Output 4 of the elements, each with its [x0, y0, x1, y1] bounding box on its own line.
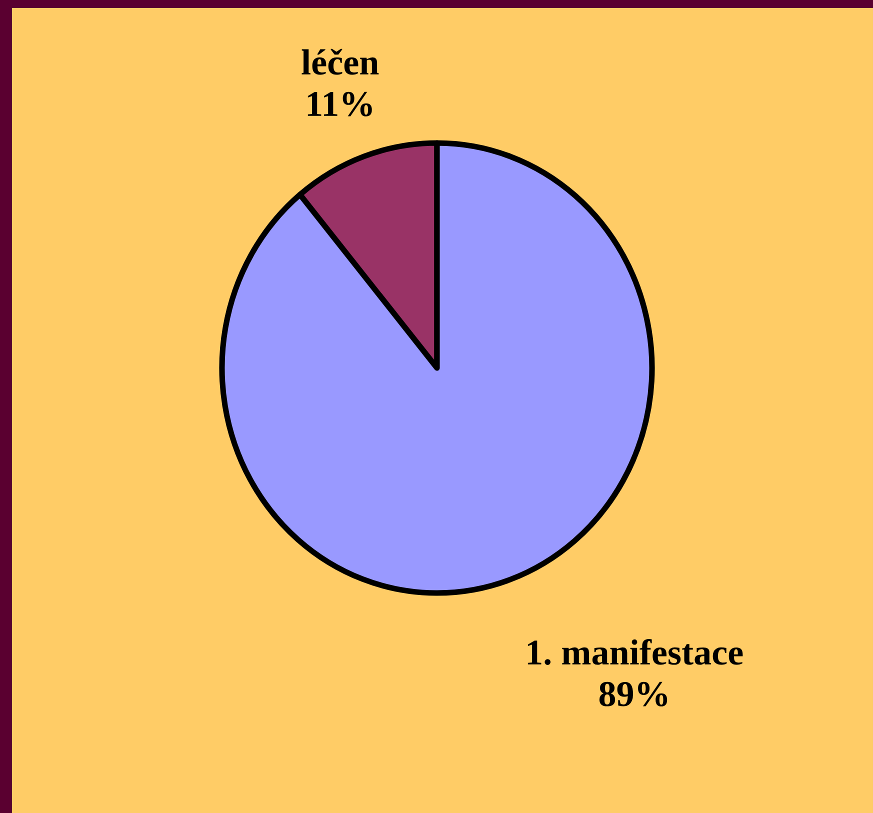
data-label: 11%: [308, 92, 372, 116]
slice-label: léčen: [302, 48, 379, 75]
slice-label: 1. manifestace: [528, 639, 743, 665]
data-label: 89%: [599, 682, 668, 706]
